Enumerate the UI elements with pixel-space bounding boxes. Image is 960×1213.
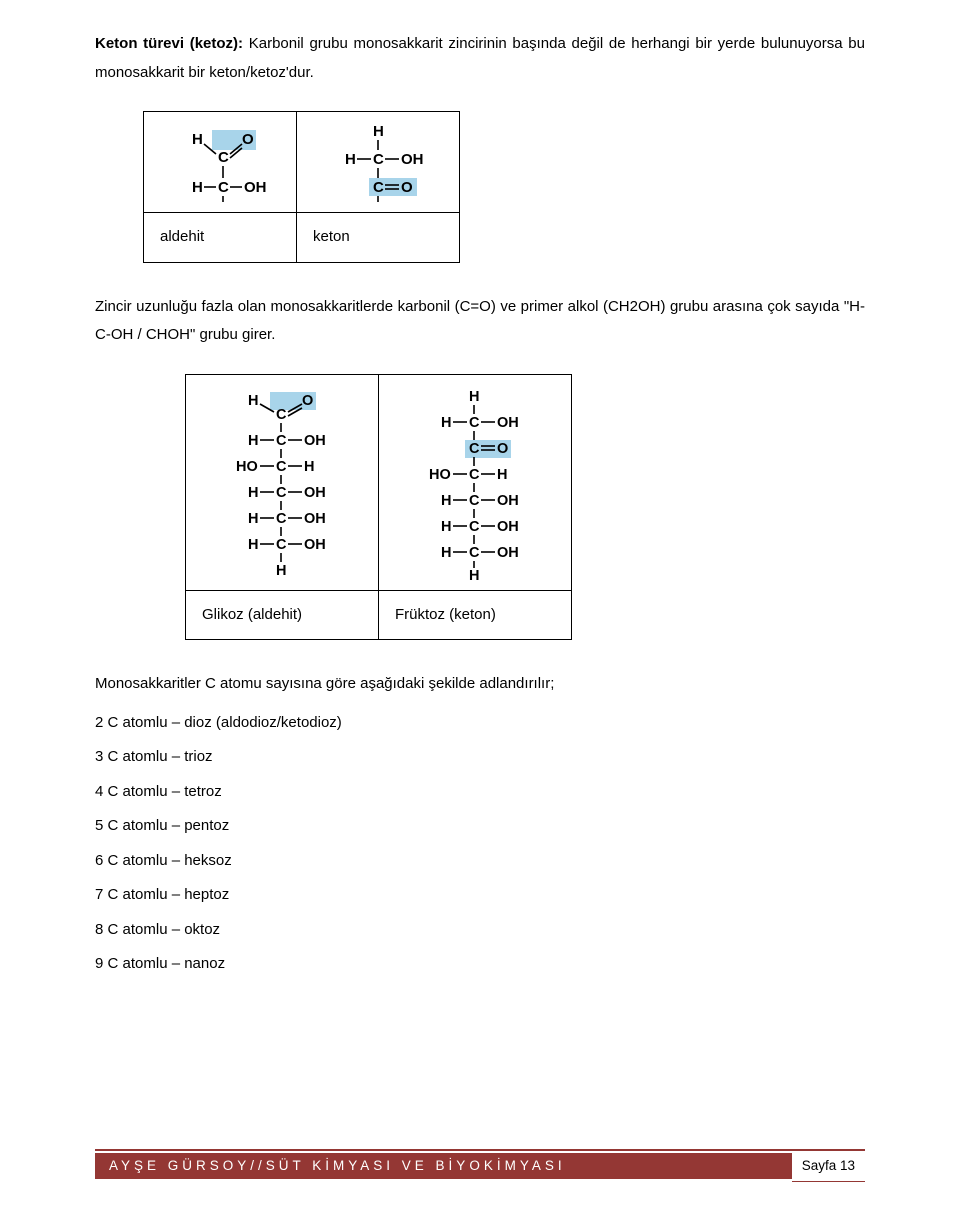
- svg-text:C: C: [469, 467, 480, 483]
- aldehit-structure-cell: H O C H C OH: [144, 112, 297, 213]
- svg-text:C: C: [469, 545, 480, 561]
- svg-text:OH: OH: [497, 519, 519, 535]
- svg-text:C: C: [469, 415, 480, 431]
- svg-text:H: H: [248, 393, 258, 409]
- aldehit-label-cell: aldehit: [144, 213, 297, 263]
- list-item: 4 C atomlu – tetroz: [95, 778, 865, 807]
- svg-text:H: H: [248, 511, 258, 527]
- keton-structure-cell: H H C OH C O: [297, 112, 460, 213]
- svg-text:H: H: [248, 537, 258, 553]
- intro-lead: Keton türevi (ketoz):: [95, 35, 243, 52]
- svg-text:H: H: [469, 568, 479, 580]
- svg-text:H: H: [497, 467, 507, 483]
- list-item: 7 C atomlu – heptoz: [95, 881, 865, 910]
- aldehit-label: aldehit: [160, 228, 204, 245]
- list-item: 2 C atomlu – dioz (aldodioz/ketodioz): [95, 709, 865, 738]
- svg-text:H: H: [276, 563, 286, 579]
- glikoz-label-cell: Glikoz (aldehit): [186, 590, 379, 640]
- svg-text:OH: OH: [304, 511, 326, 527]
- svg-text:H: H: [345, 151, 356, 168]
- svg-text:C: C: [276, 511, 287, 527]
- chain-paragraph: Zincir uzunluğu fazla olan monosakkaritl…: [95, 293, 865, 350]
- svg-text:C: C: [469, 441, 480, 457]
- footer-band: AYŞE GÜRSOY//SÜT KİMYASI VE BİYOKİMYASI …: [95, 1153, 865, 1179]
- keton-label: keton: [313, 228, 350, 245]
- svg-text:O: O: [242, 131, 254, 148]
- list-item: 3 C atomlu – trioz: [95, 743, 865, 772]
- naming-list: 2 C atomlu – dioz (aldodioz/ketodioz) 3 …: [95, 709, 865, 979]
- naming-intro: Monosakkaritler C atomu sayısına göre aş…: [95, 670, 865, 699]
- glikoz-svg: H O C H C OH HO C H: [202, 385, 362, 580]
- list-item: 8 C atomlu – oktoz: [95, 916, 865, 945]
- svg-text:OH: OH: [497, 545, 519, 561]
- svg-text:H: H: [441, 493, 451, 509]
- svg-text:OH: OH: [497, 493, 519, 509]
- svg-text:OH: OH: [401, 151, 424, 168]
- svg-text:OH: OH: [304, 537, 326, 553]
- svg-text:OH: OH: [304, 433, 326, 449]
- fruktoz-svg: H H C OH C O HO C: [395, 385, 555, 580]
- svg-text:H: H: [469, 389, 479, 405]
- svg-text:H: H: [192, 179, 203, 196]
- glikoz-structure-cell: H O C H C OH HO C H: [186, 374, 379, 590]
- svg-text:HO: HO: [429, 467, 451, 483]
- list-item: 5 C atomlu – pentoz: [95, 812, 865, 841]
- list-item: 6 C atomlu – heksoz: [95, 847, 865, 876]
- svg-text:H: H: [373, 123, 384, 140]
- fruktoz-label: Früktoz (keton): [395, 606, 496, 623]
- footer-title: AYŞE GÜRSOY//SÜT KİMYASI VE BİYOKİMYASI: [109, 1153, 566, 1179]
- svg-text:HO: HO: [236, 459, 258, 475]
- svg-text:H: H: [192, 131, 203, 148]
- svg-text:C: C: [373, 151, 384, 168]
- svg-text:C: C: [469, 493, 480, 509]
- svg-text:H: H: [248, 433, 258, 449]
- svg-text:C: C: [218, 149, 229, 166]
- aldehit-keton-table: H O C H C OH: [143, 111, 460, 263]
- fruktoz-structure-cell: H H C OH C O HO C: [379, 374, 572, 590]
- svg-text:H: H: [441, 545, 451, 561]
- svg-text:C: C: [469, 519, 480, 535]
- svg-text:H: H: [441, 415, 451, 431]
- svg-text:H: H: [248, 485, 258, 501]
- svg-text:H: H: [441, 519, 451, 535]
- svg-text:OH: OH: [497, 415, 519, 431]
- intro-paragraph: Keton türevi (ketoz): Karbonil grubu mon…: [95, 30, 865, 87]
- svg-text:C: C: [276, 537, 287, 553]
- svg-text:H: H: [304, 459, 314, 475]
- svg-text:C: C: [276, 407, 287, 423]
- svg-text:O: O: [302, 393, 313, 409]
- svg-text:C: C: [276, 433, 287, 449]
- keton-label-cell: keton: [297, 213, 460, 263]
- svg-text:C: C: [373, 179, 384, 196]
- svg-text:C: C: [276, 485, 287, 501]
- footer-page: Sayfa 13: [802, 1153, 855, 1179]
- svg-text:OH: OH: [304, 485, 326, 501]
- aldehit-svg: H O C H C OH: [160, 122, 280, 202]
- svg-text:O: O: [401, 179, 413, 196]
- svg-text:C: C: [276, 459, 287, 475]
- footer-page-box: Sayfa 13: [792, 1150, 865, 1182]
- glikoz-fruktoz-table: H O C H C OH HO C H: [185, 374, 572, 641]
- footer-rule: [95, 1149, 865, 1151]
- glikoz-label: Glikoz (aldehit): [202, 606, 302, 623]
- svg-text:O: O: [497, 441, 508, 457]
- list-item: 9 C atomlu – nanoz: [95, 950, 865, 979]
- fruktoz-label-cell: Früktoz (keton): [379, 590, 572, 640]
- svg-text:OH: OH: [244, 179, 267, 196]
- keton-svg: H H C OH C O: [313, 122, 443, 202]
- svg-text:C: C: [218, 179, 229, 196]
